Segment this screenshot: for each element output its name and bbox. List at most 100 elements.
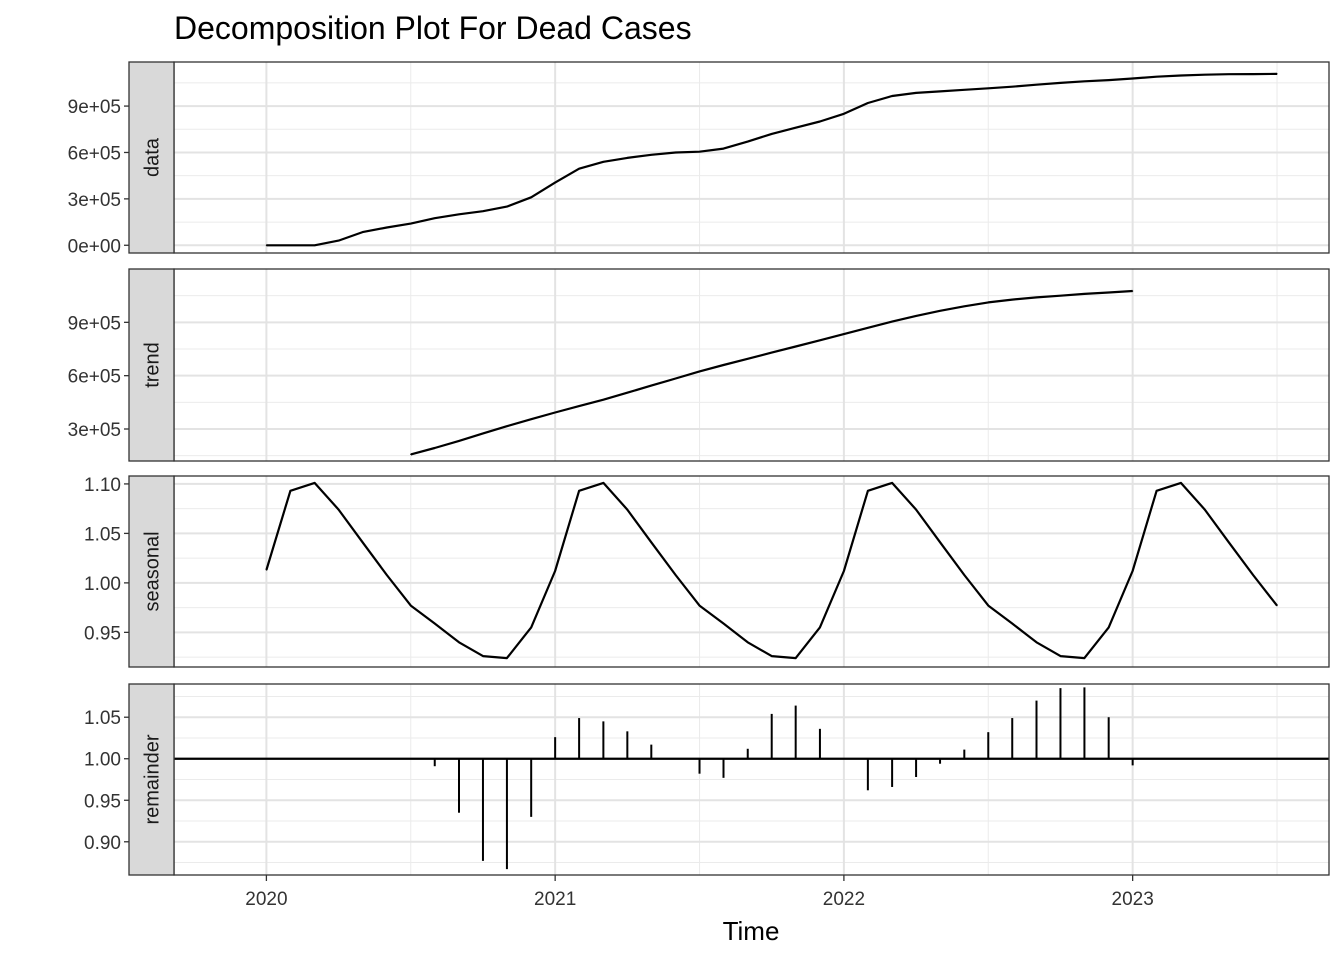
trend-point: [650, 385, 652, 387]
trend-point: [915, 315, 917, 317]
panel-strip: [128, 475, 175, 668]
data-point: [314, 244, 316, 246]
seasonal-point: [1180, 482, 1182, 484]
data-point: [361, 231, 364, 233]
data-point: [939, 90, 941, 92]
plot-background: [174, 269, 1329, 461]
data-point: [1059, 82, 1062, 84]
trend-point: [578, 405, 580, 407]
plot-background: [174, 62, 1329, 253]
trend-point: [891, 321, 893, 323]
seasonal-point: [843, 570, 845, 572]
trend-point: [554, 411, 556, 414]
data-point: [602, 161, 604, 163]
seasonal-point: [337, 509, 340, 511]
y-tick-label: 1.00: [84, 574, 121, 595]
y-tick-label: 3e+05: [68, 190, 121, 211]
data-point: [650, 154, 652, 156]
trend-point: [747, 358, 749, 360]
data-point: [698, 151, 701, 153]
seasonal-point: [747, 641, 749, 643]
data-point: [458, 213, 460, 215]
data-point: [1156, 76, 1158, 78]
data-point: [289, 244, 291, 246]
data-point: [434, 217, 436, 219]
seasonal-point: [386, 574, 388, 576]
seasonal-point: [1276, 605, 1278, 607]
y-tick-label: 9e+05: [68, 313, 121, 334]
x-tick-label: 2022: [823, 889, 865, 910]
y-tick-label: 1.05: [84, 708, 121, 729]
trend-point: [1059, 295, 1062, 297]
seasonal-point: [819, 626, 821, 629]
y-tick-label: 6e+05: [68, 143, 121, 164]
seasonal-point: [434, 622, 436, 625]
seasonal-point: [1083, 657, 1086, 659]
y-tick-label: 3e+05: [68, 420, 121, 441]
seasonal-point: [361, 541, 364, 543]
seasonal-point: [1011, 622, 1013, 625]
trend-point: [602, 399, 604, 401]
panel-strip: [128, 268, 175, 462]
panel-data: data 0e+00 3e+05 6e+05 9e+05: [68, 61, 1330, 257]
data-point: [771, 133, 773, 135]
trend-point: [482, 432, 484, 435]
seasonal-point: [482, 655, 484, 657]
trend-point: [795, 345, 797, 348]
trend-point: [434, 447, 436, 449]
x-axis: 2020 2021 2022 2023: [245, 875, 1154, 910]
seasonal-point: [698, 605, 701, 607]
panel-remainder: remainder 0.90 0.95 1.00 1.05: [84, 683, 1330, 876]
seasonal-point: [1252, 574, 1254, 576]
x-tick-label: 2021: [534, 889, 576, 910]
seasonal-point: [602, 482, 604, 484]
seasonal-point: [867, 490, 869, 492]
strip-label-data: data: [142, 137, 164, 177]
data-point: [867, 102, 869, 104]
seasonal-point: [722, 622, 725, 625]
y-tick-label: 0e+00: [68, 236, 121, 257]
data-point: [674, 151, 677, 154]
seasonal-point: [915, 509, 917, 511]
trend-point: [987, 301, 989, 304]
data-point: [554, 182, 556, 184]
trend-point: [722, 364, 725, 366]
trend-point: [506, 425, 508, 427]
seasonal-point: [1228, 541, 1230, 543]
data-point: [1035, 84, 1038, 86]
trend-point: [1011, 298, 1013, 301]
data-point: [1252, 73, 1254, 75]
seasonal-point: [458, 641, 460, 643]
x-tick-label: 2020: [245, 889, 287, 910]
data-point: [1108, 79, 1110, 81]
strip-label-remainder: remainder: [142, 734, 164, 824]
data-point: [795, 127, 797, 129]
trend-point: [698, 370, 701, 372]
y-tick-label: 1.10: [84, 475, 121, 496]
seasonal-point: [314, 482, 316, 484]
trend-point: [674, 377, 677, 380]
data-point: [265, 244, 267, 246]
data-point: [530, 196, 532, 198]
data-point: [843, 113, 845, 115]
x-axis-title: Time: [723, 916, 780, 946]
trend-point: [1132, 290, 1134, 292]
panel-trend: trend 3e+05 6e+05 9e+05: [68, 268, 1330, 462]
data-point: [1083, 80, 1086, 82]
trend-point: [867, 327, 869, 329]
seasonal-point: [891, 482, 893, 484]
seasonal-point: [795, 657, 797, 659]
seasonal-point: [939, 541, 941, 543]
data-point: [987, 87, 989, 89]
seasonal-point: [987, 605, 989, 607]
trend-point: [458, 440, 460, 442]
trend-point: [530, 418, 532, 420]
chart-title: Decomposition Plot For Dead Cases: [174, 10, 692, 46]
trend-point: [771, 351, 773, 354]
data-point: [410, 223, 412, 225]
data-point: [578, 168, 580, 170]
seasonal-point: [410, 605, 412, 607]
trend-point: [410, 453, 412, 456]
trend-point: [1108, 291, 1110, 294]
